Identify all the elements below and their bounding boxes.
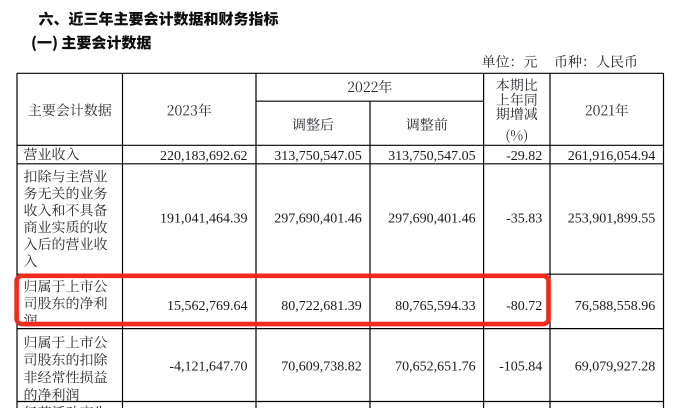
svg-text:297,690,401.46: 297,690,401.46 [388,212,476,227]
svg-text:76,588,558.96: 76,588,558.96 [575,299,656,314]
svg-text:70,652,651.76: 70,652,651.76 [395,360,476,375]
svg-text:-4,121,647.70: -4,121,647.70 [169,360,247,375]
svg-text:15,562,769.64: 15,562,769.64 [167,299,248,314]
svg-text:70,609,738.82: 70,609,738.82 [281,360,362,375]
svg-text:220,183,692.62: 220,183,692.62 [160,149,248,164]
svg-text:-29.82: -29.82 [506,149,542,164]
svg-text:313,750,547.05: 313,750,547.05 [388,149,476,164]
svg-text:-35.83: -35.83 [506,212,542,227]
svg-text:297,690,401.46: 297,690,401.46 [274,212,362,227]
svg-text:-105.84: -105.84 [499,360,542,375]
svg-text:261,916,054.94: 261,916,054.94 [568,149,656,164]
svg-text:253,901,899.55: 253,901,899.55 [568,212,656,227]
svg-text:69,079,927.28: 69,079,927.28 [575,360,656,375]
svg-text:80,722,681.39: 80,722,681.39 [281,299,362,314]
svg-text:-80.72: -80.72 [506,299,542,314]
svg-text:80,765,594.33: 80,765,594.33 [395,299,476,314]
svg-text:313,750,547.05: 313,750,547.05 [274,149,362,164]
svg-text:191,041,464.39: 191,041,464.39 [160,212,248,227]
